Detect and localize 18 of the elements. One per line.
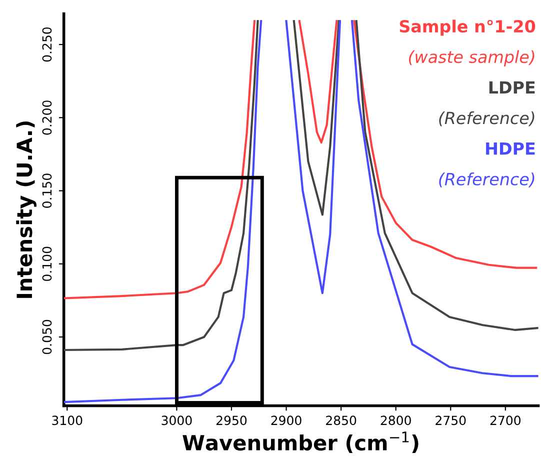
y-tick-label: 0.250	[42, 27, 52, 62]
x-tick-label: 3100	[52, 416, 82, 426]
x-tick-label: 2700	[490, 416, 520, 426]
x-tick-label: 2900	[271, 416, 302, 426]
text: HDPE (Reference)	[439, 142, 535, 188]
y-tick-label: 0.200	[42, 100, 52, 135]
x-tick-label: 2850	[326, 416, 356, 426]
text: Sample n°1-20 (waste sample)	[400, 20, 536, 66]
y-axis-title: Intensity (U.A.)	[16, 121, 36, 298]
x-tick-label: 2750	[436, 416, 466, 426]
x-tick-label: 2950	[216, 416, 247, 426]
text: LDPE (Reference)	[439, 81, 535, 126]
y-tick-label: 0.050	[42, 320, 52, 354]
y-tick-label: 0.100	[42, 246, 52, 281]
y-tick-label: 0.150	[42, 174, 52, 208]
x-axis-title: Wavenumber (cm$^{−1}$)	[182, 432, 418, 454]
x-tick-label: 3000	[162, 416, 192, 426]
x-tick-label: 2800	[380, 416, 411, 426]
